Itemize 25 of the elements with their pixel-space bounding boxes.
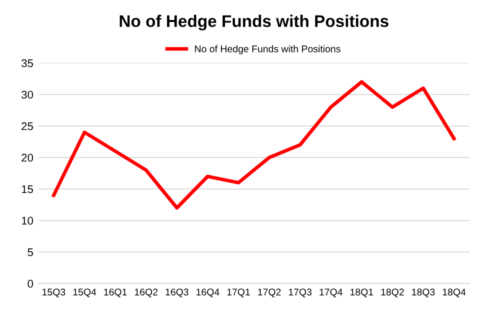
y-tick-label: 10	[22, 216, 34, 225]
x-tick-label: 16Q3	[166, 288, 188, 298]
y-tick-label: 35	[22, 59, 33, 68]
y-tick-label: 30	[22, 90, 34, 99]
y-tick-label: 5	[28, 248, 33, 256]
x-tick-label: 16Q2	[134, 288, 158, 298]
chart-title: No of Hedge Funds with Positions	[120, 14, 388, 30]
x-tick-label: 15Q3	[42, 288, 66, 298]
x-tick-label: 17Q1	[227, 288, 250, 298]
x-tick-label: 16Q4	[196, 288, 220, 298]
x-tick-label: 17Q4	[320, 288, 342, 298]
y-tick-label: 15	[22, 185, 33, 194]
x-tick-label: 16Q1	[104, 288, 127, 298]
y-tick-label: 20	[22, 154, 34, 162]
x-tick-label: 18Q4	[442, 288, 466, 298]
x-tick-label: 17Q2	[258, 288, 281, 298]
x-tick-label: 18Q2	[381, 288, 404, 298]
line-series	[52, 80, 456, 210]
x-tick-label: 18Q3	[412, 288, 435, 298]
y-tick-label: 25	[22, 122, 33, 130]
x-tick-label: 18Q1	[350, 288, 374, 298]
x-tick-label: 17Q3	[288, 288, 312, 298]
y-tick-label: 0	[28, 280, 34, 288]
x-tick-label: 15Q4	[73, 288, 96, 298]
legend-label: No of Hedge Funds with Positions	[195, 45, 340, 54]
